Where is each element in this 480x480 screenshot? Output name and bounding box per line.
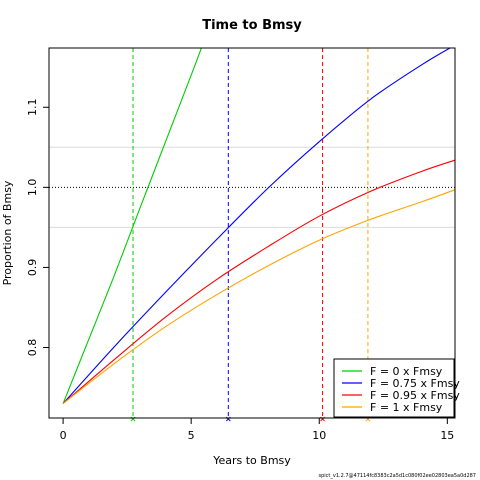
legend-label: F = 0.95 x Fmsy — [370, 389, 460, 402]
series-group — [62, 48, 455, 418]
x-tick-label: 15 — [440, 429, 454, 442]
series-line — [62, 159, 455, 404]
x-axis-label: Years to Bmsy — [212, 454, 291, 467]
y-tick-label: 1.0 — [26, 179, 39, 197]
legend-label: F = 0.75 x Fmsy — [370, 377, 460, 390]
series-line — [62, 48, 202, 404]
legend-label: F = 1 x Fmsy — [370, 401, 443, 414]
x-tick-label: 10 — [312, 429, 326, 442]
x-tick-label: 0 — [60, 429, 67, 442]
chart-title: Time to Bmsy — [202, 18, 302, 33]
series-line — [62, 189, 455, 405]
y-axis-label: Proportion of Bmsy — [1, 180, 14, 285]
legend-label: F = 0 x Fmsy — [370, 365, 443, 378]
series-line — [62, 48, 451, 404]
plot-frame — [48, 47, 456, 419]
y-tick-label: 0.8 — [26, 339, 39, 357]
x-tick-label: 5 — [188, 429, 195, 442]
version-footnote: spict_v1.2.7@47114fc8383c2a5d1c080f02ee0… — [319, 473, 477, 479]
y-tick-label: 0.9 — [26, 259, 39, 277]
y-tick-label: 1.1 — [26, 99, 39, 117]
